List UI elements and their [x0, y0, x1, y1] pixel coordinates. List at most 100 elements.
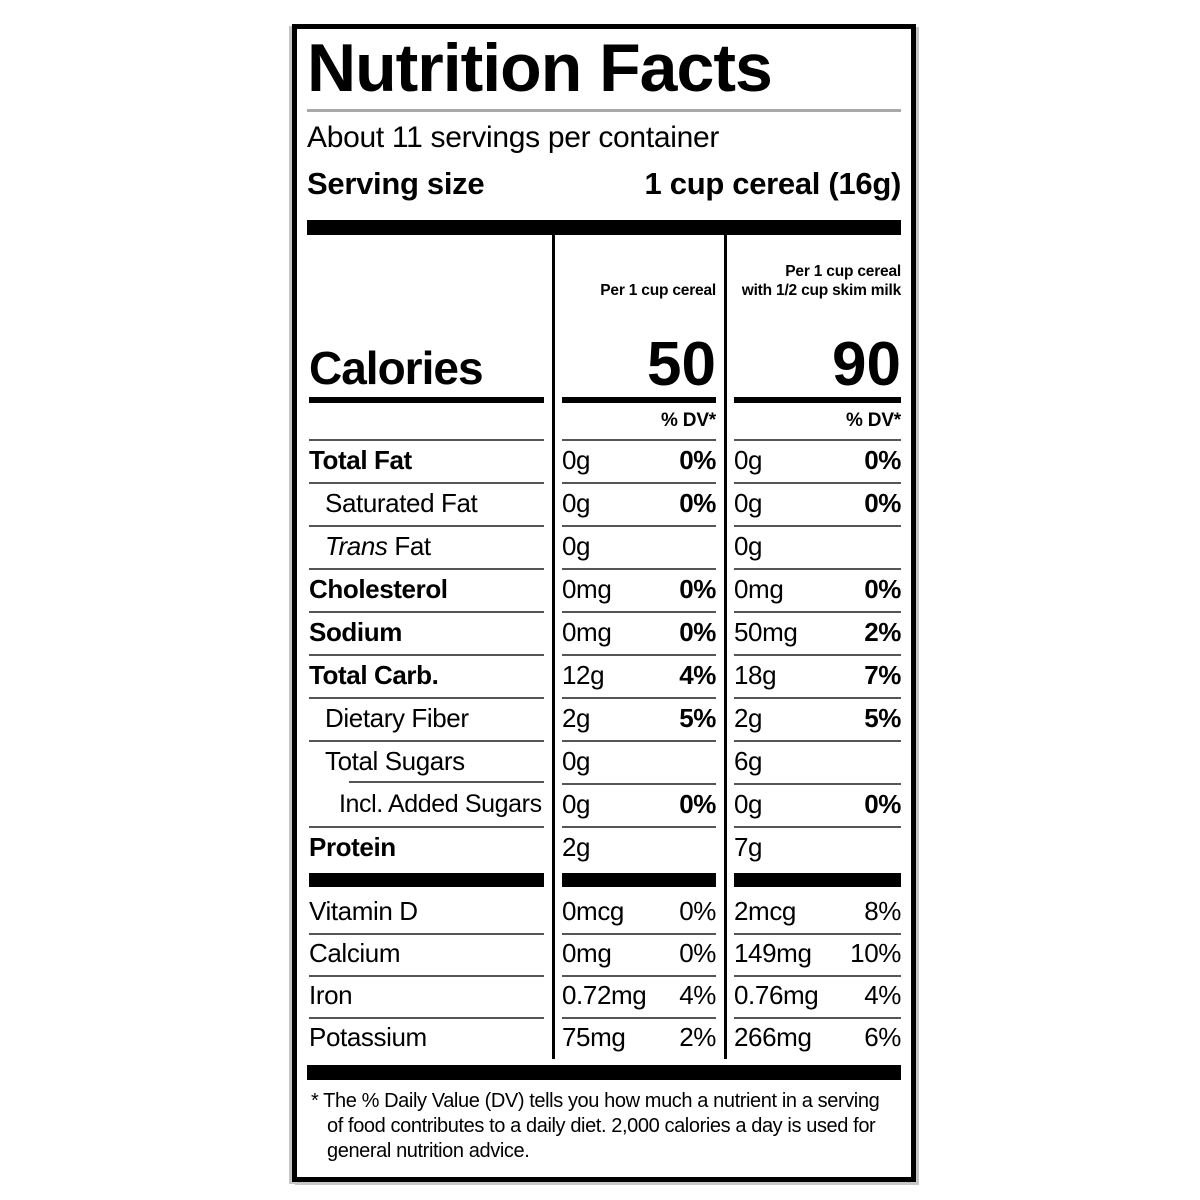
- calories-rule: [309, 396, 544, 403]
- row-cereal-cell: 0g 0%: [552, 782, 724, 828]
- nutrient-name: Incl. Added Sugars: [339, 789, 542, 818]
- vitamin-name: Iron: [309, 980, 353, 1011]
- row-milk-cell: 50mg 2%: [724, 610, 911, 656]
- section-bar-top: [307, 219, 901, 235]
- serving-size-value: 1 cup cereal (16g): [644, 165, 902, 201]
- row-milk-cell: 2g 5%: [724, 696, 911, 742]
- row-cereal-cell: 2g 5%: [552, 696, 724, 742]
- milk-amount: 266mg: [734, 1022, 812, 1053]
- vitamin-row-label-cell: Iron: [307, 975, 552, 1019]
- calories-label-cell: Calories: [307, 301, 552, 393]
- vitamin-name: Calcium: [309, 938, 401, 969]
- serving-size-row: Serving size 1 cup cereal (16g): [307, 160, 901, 208]
- footnote-line-1: * The % Daily Value (DV) tells you how m…: [311, 1089, 880, 1112]
- nutrient-name-italic: Trans: [325, 530, 388, 561]
- row-cereal-cell: 0mg 0%: [552, 567, 724, 613]
- calories-cereal-value: 50: [647, 329, 716, 399]
- milk-dv: 2%: [864, 616, 901, 647]
- cereal-amount: 2g: [562, 831, 591, 862]
- nutrient-name: Total Carb.: [309, 659, 439, 690]
- milk-dv: 7%: [864, 659, 901, 690]
- cereal-dv: 0%: [679, 616, 716, 647]
- cereal-column-header: Per 1 cup cereal: [600, 281, 716, 299]
- nutrient-table: Per 1 cup cereal Per 1 cup cereal with 1…: [307, 234, 911, 1059]
- cereal-dv: 0%: [679, 788, 716, 819]
- row-cereal-cell: 0g: [552, 739, 724, 785]
- dv-header-cereal: % DV*: [661, 409, 716, 431]
- vitamin-row-milk-cell: 0.76mg 4%: [724, 974, 911, 1019]
- section-bar-bottom: [307, 1064, 901, 1080]
- row-milk-cell: 7g: [724, 825, 911, 869]
- nutrient-name: Sodium: [309, 616, 402, 647]
- milk-amount: 149mg: [734, 938, 812, 969]
- cereal-amount: 0g: [562, 745, 591, 776]
- cereal-dv: 0%: [679, 487, 716, 518]
- calories-rule-cell: [724, 392, 911, 403]
- calories-rule-cell: [307, 393, 552, 403]
- vitamin-row-label-cell: Potassium: [307, 1017, 552, 1059]
- milk-column-header-line1: Per 1 cup cereal: [785, 262, 901, 280]
- calories-label: Calories: [309, 341, 484, 394]
- serving-size-label: Serving size: [307, 165, 485, 201]
- cereal-amount: 2g: [562, 702, 591, 733]
- nutrient-name: Trans Fat: [309, 531, 431, 562]
- cereal-dv: 0%: [679, 896, 716, 927]
- calories-cereal-cell: 50: [552, 300, 724, 399]
- nutrient-name: Saturated Fat: [325, 487, 478, 518]
- section-bar-mid: [562, 872, 716, 887]
- nutrient-name: Cholesterol: [309, 573, 448, 604]
- vitamin-row-label-cell: Calcium: [307, 933, 552, 977]
- cereal-amount: 75mg: [562, 1022, 626, 1053]
- milk-amount: 7g: [734, 831, 763, 862]
- milk-dv: 8%: [864, 896, 901, 927]
- calories-rule: [562, 396, 716, 403]
- cereal-amount: 0g: [562, 530, 591, 561]
- milk-dv: 4%: [864, 980, 901, 1011]
- cereal-dv: 5%: [679, 702, 716, 733]
- milk-amount: 2mcg: [734, 896, 796, 927]
- row-milk-cell: 0g 0%: [724, 438, 911, 484]
- calories-milk-cell: 90: [724, 300, 911, 395]
- cereal-amount: 0g: [562, 487, 591, 518]
- section-bar-cell: [724, 868, 911, 891]
- row-label-cell: Total Fat: [307, 439, 552, 484]
- nutrient-name-rest: Fat: [387, 530, 431, 561]
- dv-header-spacer-cell: [307, 403, 552, 441]
- cereal-dv: 0%: [679, 444, 716, 475]
- section-bar-cell: [552, 868, 724, 891]
- cereal-column-header-cell: Per 1 cup cereal: [552, 234, 724, 301]
- vitamin-name: Vitamin D: [309, 896, 418, 927]
- nutrient-name: Protein: [309, 831, 396, 862]
- row-cereal-cell: 2g: [552, 825, 724, 869]
- row-milk-cell: 0g 0%: [724, 481, 911, 527]
- cereal-amount: 12g: [562, 659, 605, 690]
- section-bar-mid: [734, 872, 901, 887]
- milk-dv: 0%: [864, 573, 901, 604]
- cereal-amount: 0mg: [562, 616, 612, 647]
- servings-per-container: About 11 servings per container: [307, 120, 720, 154]
- vitamin-row-milk-cell: 266mg 6%: [724, 1016, 911, 1059]
- cereal-amount: 0g: [562, 788, 591, 819]
- cereal-amount: 0mg: [562, 938, 612, 969]
- vitamin-name: Potassium: [309, 1022, 427, 1053]
- row-label-cell: Total Sugars: [307, 740, 552, 783]
- cereal-amount: 0.72mg: [562, 980, 647, 1011]
- row-label-cell: Dietary Fiber: [307, 697, 552, 742]
- milk-amount: 0.76mg: [734, 980, 819, 1011]
- row-label-cell: Cholesterol: [307, 568, 552, 613]
- milk-dv: 0%: [864, 444, 901, 475]
- cereal-dv: 0%: [679, 938, 716, 969]
- vitamin-row-cereal-cell: 0.72mg 4%: [552, 974, 724, 1019]
- milk-amount: 6g: [734, 745, 763, 776]
- title-divider: [307, 108, 901, 112]
- milk-amount: 2g: [734, 702, 763, 733]
- vitamin-row-milk-cell: 149mg 10%: [724, 932, 911, 977]
- row-label-cell: Saturated Fat: [307, 482, 552, 527]
- vitamin-row-cereal-cell: 0mg 0%: [552, 932, 724, 977]
- milk-column-header-cell: Per 1 cup cereal with 1/2 cup skim milk: [724, 234, 911, 301]
- row-milk-cell: 6g: [724, 739, 911, 785]
- milk-amount: 0g: [734, 487, 763, 518]
- dv-header-cereal-cell: % DV*: [552, 402, 724, 441]
- row-label-cell: Total Carb.: [307, 654, 552, 699]
